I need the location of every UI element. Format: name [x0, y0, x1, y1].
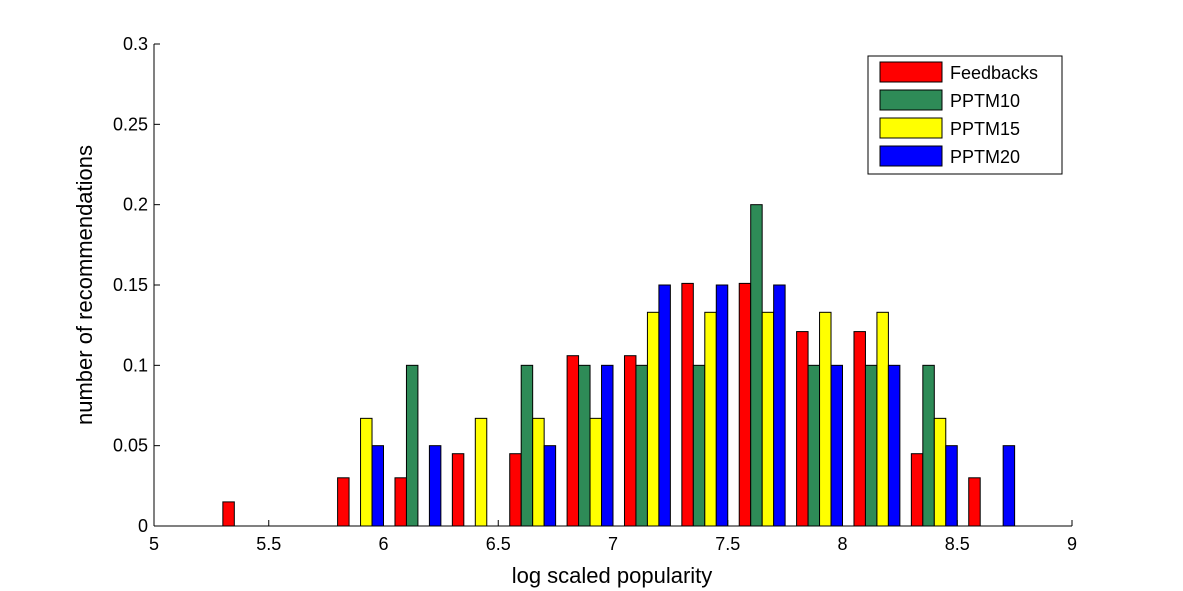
bars-layer [222, 204, 1016, 527]
legend-swatch-pptm10 [879, 89, 943, 111]
bar-pptm15-13 [933, 417, 947, 527]
x-tick-label: 5.5 [256, 534, 281, 554]
x-tick-label: 9 [1067, 534, 1077, 554]
bar-feedbacks-5 [451, 453, 465, 527]
legend-label-feedbacks: Feedbacks [950, 63, 1038, 83]
axes-layer: 5 5.5 6 6.5 7 7.5 8 8.5 9 0 0.05 0.1 0.15 0.2 0.25 0.3 [113, 34, 1077, 554]
bar-pptm15-5 [474, 417, 488, 527]
legend-swatch-pptm20 [879, 145, 943, 167]
x-tick-label: 6.5 [486, 534, 511, 554]
bar-pptm15-11 [819, 311, 832, 527]
bar-pptm15-6 [532, 417, 545, 527]
bar-pptm15-8 [646, 311, 660, 527]
bar-pptm10-8 [635, 364, 648, 527]
bar-pptm20-9 [715, 284, 729, 527]
x-tick-label: 8.5 [945, 534, 970, 554]
bar-feedbacks-7 [566, 355, 580, 527]
bar-feedbacks-3 [337, 477, 350, 527]
bar-pptm20-3 [371, 445, 384, 527]
bar-pptm10-10 [750, 204, 763, 527]
bar-feedbacks-14 [968, 477, 981, 527]
bar-pptm10-7 [578, 364, 591, 527]
legend-label-pptm15: PPTM15 [950, 119, 1020, 139]
legend-label-pptm10: PPTM10 [950, 91, 1020, 111]
x-tick-label: 7 [608, 534, 618, 554]
bar-feedbacks-6 [509, 453, 522, 527]
bar-feedbacks-10 [738, 282, 752, 527]
y-tick-label: 0.15 [113, 275, 148, 295]
bar-feedbacks-9 [681, 282, 694, 527]
legend-swatch-pptm15 [879, 117, 943, 139]
bar-pptm10-12 [864, 364, 878, 527]
legend: Feedbacks PPTM10 PPTM15 PPTM20 [867, 55, 1063, 175]
bar-pptm10-6 [520, 364, 534, 527]
bar-pptm15-7 [589, 417, 603, 527]
bar-feedbacks-1 [222, 501, 235, 527]
x-axis-label: log scaled popularity [512, 563, 713, 588]
bar-pptm20-6 [543, 445, 557, 527]
bar-pptm20-13 [945, 445, 958, 527]
x-tick-label: 5 [149, 534, 159, 554]
bar-pptm15-9 [704, 311, 717, 527]
bar-pptm10-13 [922, 364, 935, 527]
bar-pptm20-11 [830, 364, 844, 527]
bar-pptm10-4 [405, 364, 419, 527]
bar-pptm15-10 [761, 311, 775, 527]
bar-pptm15-12 [876, 311, 889, 527]
y-tick-label: 0.1 [123, 355, 148, 375]
y-tick-label: 0 [138, 516, 148, 536]
bar-feedbacks-12 [853, 331, 866, 527]
y-tick-label: 0.25 [113, 114, 148, 134]
bar-pptm20-10 [773, 284, 786, 527]
bar-pptm10-11 [807, 364, 821, 527]
y-tick-label: 0.3 [123, 34, 148, 54]
bar-pptm20-4 [428, 445, 442, 527]
bar-feedbacks-8 [623, 355, 637, 527]
y-axis-label: number of recommendations [72, 145, 97, 425]
legend-swatch-feedbacks [879, 61, 943, 83]
x-tick-label: 6 [378, 534, 388, 554]
bar-feedbacks-4 [394, 477, 407, 527]
bar-feedbacks-11 [796, 331, 809, 527]
legend-label-pptm20: PPTM20 [950, 147, 1020, 167]
y-tick-label: 0.05 [113, 436, 148, 456]
bar-pptm20-12 [887, 364, 901, 527]
bar-pptm20-7 [601, 364, 614, 527]
bar-pptm10-9 [692, 364, 706, 527]
y-tick-label: 0.2 [123, 195, 148, 215]
bar-pptm15-3 [360, 417, 373, 527]
bar-feedbacks-13 [910, 453, 924, 527]
bar-pptm20-8 [658, 284, 671, 527]
bar-pptm20-14 [1002, 445, 1016, 527]
x-tick-label: 8 [837, 534, 847, 554]
x-tick-label: 7.5 [715, 534, 740, 554]
